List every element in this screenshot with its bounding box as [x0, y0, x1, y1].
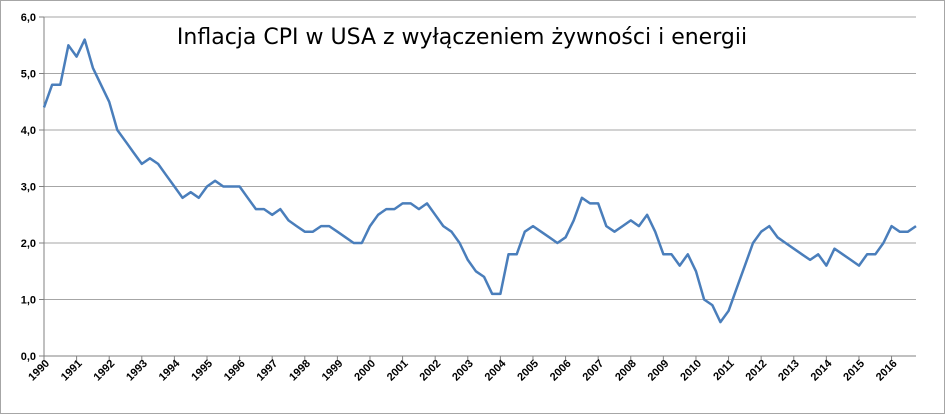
x-tick-label: 2009 [646, 358, 672, 384]
x-tick-label: 2001 [385, 358, 411, 384]
y-axis-ticks: 0,0 1,0 2,0 3,0 4,0 5,0 6,0 [21, 12, 44, 363]
y-tick-label: 0,0 [21, 351, 36, 363]
x-tick-label: 1997 [255, 358, 281, 384]
x-axis-ticks: 1990 1991 1992 1993 1994 1995 1996 1997 1998 1999… [26, 356, 900, 384]
x-tick-label: 2010 [678, 358, 704, 384]
x-tick-label: 1993 [124, 358, 150, 384]
x-tick-label: 2016 [874, 358, 900, 384]
x-tick-label: 2007 [580, 358, 606, 384]
y-tick-label: 4,0 [21, 125, 36, 137]
x-tick-label: 1994 [157, 357, 183, 383]
grid-lines [44, 16, 916, 300]
x-tick-label: 2005 [515, 358, 541, 384]
chart-title: Inflacja CPI w USA z wyłączeniem żywnośc… [177, 25, 747, 50]
x-tick-label: 1996 [222, 358, 248, 384]
x-tick-label: 2013 [776, 358, 802, 384]
x-tick-label: 2012 [743, 358, 769, 384]
y-tick-label: 1,0 [21, 295, 36, 307]
y-tick-label: 2,0 [21, 238, 36, 250]
x-tick-label: 2002 [418, 358, 444, 384]
x-tick-label: 1991 [59, 358, 85, 384]
x-tick-label: 1998 [287, 358, 313, 384]
y-tick-label: 5,0 [21, 69, 36, 81]
series-line-core-cpi [42, 38, 917, 324]
x-tick-label: 1999 [320, 358, 346, 384]
x-tick-label: 2006 [548, 358, 574, 384]
x-tick-label: 2014 [809, 357, 835, 383]
x-tick-label: 2000 [352, 358, 378, 384]
x-tick-label: 1992 [92, 358, 118, 384]
x-tick-label: 2011 [711, 358, 736, 383]
y-tick-label: 3,0 [21, 182, 36, 194]
x-tick-label: 2003 [450, 358, 476, 384]
x-tick-label: 2008 [613, 358, 639, 384]
x-tick-label: 2004 [483, 357, 509, 383]
x-tick-label: 2015 [841, 358, 867, 384]
x-tick-label: 1995 [189, 358, 215, 384]
y-tick-label: 6,0 [21, 12, 36, 24]
